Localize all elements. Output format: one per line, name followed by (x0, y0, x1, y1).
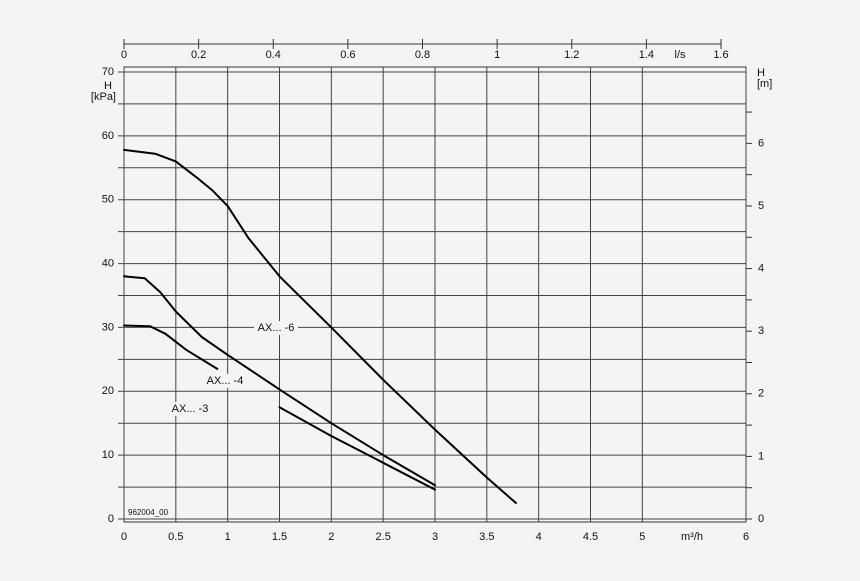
x-tick-label: 0 (121, 531, 127, 543)
x2-tick-label: 1.2 (564, 49, 579, 61)
y-tick-label: 70 (102, 66, 114, 78)
y2-unit: [m] (757, 78, 772, 90)
y2-tick-label: 2 (758, 388, 764, 400)
y-unit: [kPa] (91, 91, 116, 103)
x-tick-label: 1.5 (272, 531, 287, 543)
x2-tick-label: 1.4 (639, 49, 654, 61)
y-tick-label: 50 (102, 194, 114, 206)
x2-tick-label: 0.8 (415, 49, 430, 61)
x2-tick-label: 0 (121, 49, 127, 61)
curve-label: AX... -4 (207, 375, 244, 387)
y-tick-label: 60 (102, 130, 114, 142)
x2-label: l/s (675, 49, 687, 61)
y-tick-label: 40 (102, 257, 114, 269)
x-tick-label: 2.5 (376, 531, 391, 543)
x-tick-label: 4.5 (583, 531, 598, 543)
x-tick-label: 3.5 (479, 531, 494, 543)
x-tick-label: 2 (328, 531, 334, 543)
curve-label: AX... -6 (258, 322, 295, 334)
label-bg (203, 374, 247, 388)
x-label: m³/h (681, 531, 703, 543)
y-tick-label: 10 (102, 449, 114, 461)
y-tick-label: 20 (102, 385, 114, 397)
x-tick-label: 3 (432, 531, 438, 543)
x2-tick-label: 1 (494, 49, 500, 61)
curve (123, 324, 436, 491)
y2-label: H (757, 67, 765, 79)
y-label: H (104, 80, 112, 92)
x-tick-label: 1 (225, 531, 231, 543)
curve (123, 148, 517, 504)
x-tick-label: 4 (536, 531, 542, 543)
y-tick-label: 30 (102, 321, 114, 333)
label-bg (168, 402, 212, 416)
x2-tick-label: 1.6 (713, 49, 728, 61)
x-tick-label: 0.5 (168, 531, 183, 543)
curve (123, 275, 436, 487)
y2-tick-label: 3 (758, 325, 764, 337)
y2-tick-label: 4 (758, 262, 764, 274)
x2-tick-label: 0.4 (266, 49, 281, 61)
x2-tick-label: 0.6 (340, 49, 355, 61)
y-tick-label: 0 (108, 513, 114, 525)
y2-tick-label: 0 (758, 513, 764, 525)
label-bg (254, 321, 298, 335)
curve-label: AX... -3 (172, 403, 209, 415)
note: 962004_00 (128, 508, 169, 517)
y2-tick-label: 6 (758, 137, 764, 149)
x-tick-label: 5 (639, 531, 645, 543)
y2-tick-label: 1 (758, 450, 764, 462)
x-tick-label: 6 (743, 531, 749, 543)
x2-tick-label: 0.2 (191, 49, 206, 61)
y2-tick-label: 5 (758, 200, 764, 212)
